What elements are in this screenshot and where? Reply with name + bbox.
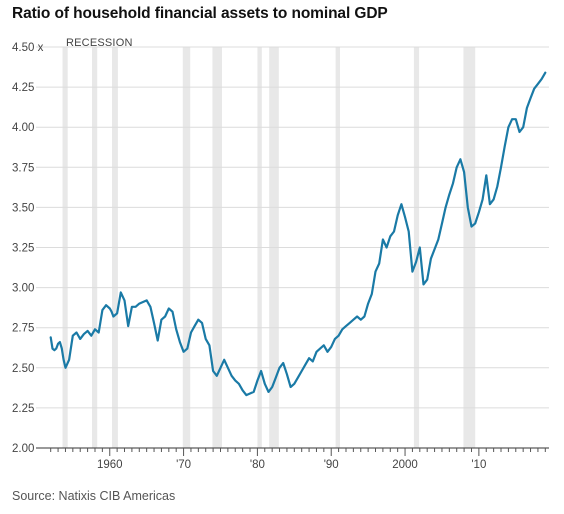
recession-label: RECESSION (66, 37, 133, 49)
x-tick-label: '70 (176, 459, 191, 471)
x-tick-label: '10 (471, 459, 486, 471)
y-tick-label: 3.00 (12, 283, 34, 295)
x-tick-label: 2000 (392, 459, 418, 471)
axes (36, 447, 549, 456)
y-tick-label: 3.50 (12, 202, 34, 214)
gridlines (36, 46, 549, 409)
y-tick-label: 3.75 (12, 162, 34, 174)
x-tick-label: 1960 (97, 459, 123, 471)
series-line (49, 71, 547, 397)
labels: 2.00 2.25 2.50 2.75 3.00 3.25 3.50 3.75 4.00 4.25… (12, 37, 486, 471)
x-tick-label: '90 (324, 459, 339, 471)
y-tick-label: 4.25 (12, 82, 34, 94)
y-tick-label: 2.25 (12, 403, 34, 415)
chart-title: Ratio of household financial assets to n… (12, 5, 388, 22)
x-tick-label: '80 (250, 459, 265, 471)
y-tick-label: 4.00 (12, 122, 34, 134)
source-note: Source: Natixis CIB Americas (12, 489, 176, 503)
y-tick-label: 2.75 (12, 323, 34, 335)
series-line-group (49, 71, 547, 397)
y-tick-label: 4.50 x (12, 42, 44, 54)
y-tick-label: 3.25 (12, 243, 34, 255)
y-tick-label: 2.00 (12, 443, 34, 455)
y-tick-label: 2.50 (12, 363, 34, 375)
